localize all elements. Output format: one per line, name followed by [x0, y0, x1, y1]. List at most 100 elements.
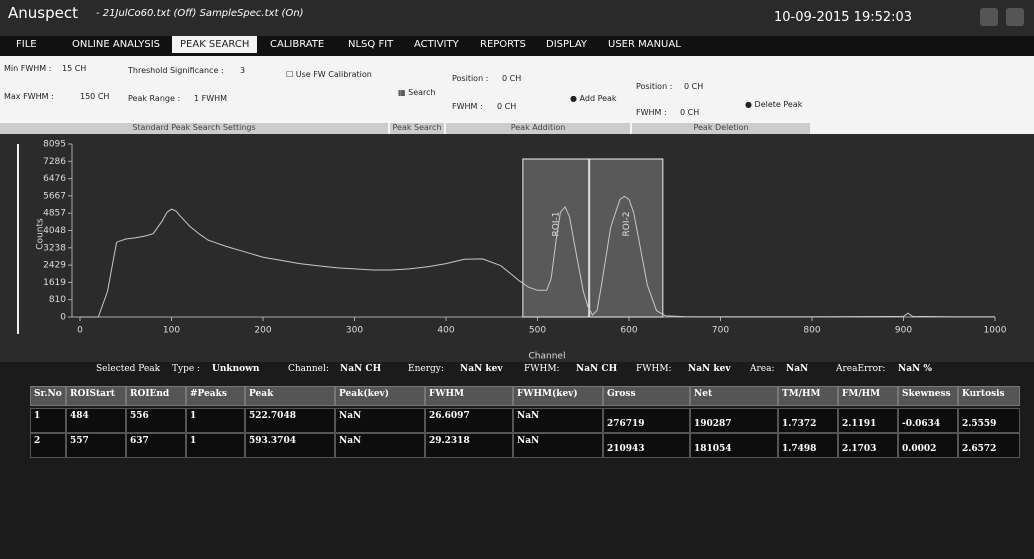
table-cell: 556	[126, 408, 186, 433]
label: Position :	[452, 74, 489, 83]
menu-tab[interactable]: FILE	[16, 39, 37, 50]
menu-tab[interactable]: ONLINE ANALYSIS	[72, 39, 161, 50]
column-header: Skewness	[898, 386, 958, 406]
label: Min FWHM :	[4, 64, 52, 73]
column-header: ROIEnd	[126, 386, 186, 406]
status-label: Selected Peak	[96, 364, 161, 374]
label: Max FWHM :	[4, 92, 54, 101]
roi-label: ROI-2	[622, 212, 632, 237]
x-tick-label: 400	[437, 326, 454, 336]
table-cell: 2.5559	[958, 408, 1020, 433]
column-header: TM/HM	[778, 386, 838, 406]
ribbon: Min FWHM : 15 CH Threshold Significance …	[0, 56, 1034, 134]
menu-tab[interactable]: ACTIVITY	[414, 39, 459, 50]
minimize-button[interactable]	[980, 8, 998, 26]
table-cell: 484	[66, 408, 126, 433]
menu-tab[interactable]: USER MANUAL	[608, 39, 681, 50]
status-value: NaN kev	[688, 364, 731, 374]
y-tick-label: 3238	[43, 243, 66, 253]
menu-tab[interactable]: DISPLAY	[546, 39, 588, 50]
menu-tab[interactable]: CALIBRATE	[270, 39, 325, 50]
x-tick-label: 0	[77, 326, 83, 336]
title-bar: Anuspect - 21JulCo60.txt (Off) SampleSpe…	[0, 0, 1034, 36]
table-cell: 190287	[690, 408, 778, 433]
status-value: Unknown	[212, 364, 260, 374]
y-tick-label: 8095	[43, 140, 66, 150]
roi-region	[589, 158, 664, 318]
checkbox[interactable]: ☐ Use FW Calibration	[286, 70, 372, 79]
table-cell: 593.3704	[245, 433, 335, 458]
button-label: Search	[408, 88, 436, 97]
table-cell: 210943	[603, 433, 690, 458]
add-peak-button[interactable]: ● Add Peak	[570, 94, 617, 103]
status-label: Area:	[750, 364, 775, 374]
table-cell: NaN	[335, 408, 425, 433]
label: Position :	[636, 82, 673, 91]
y-tick-label: 6476	[43, 174, 66, 184]
close-button[interactable]	[1006, 8, 1024, 26]
table-cell: NaN	[513, 408, 603, 433]
value: 1 FWHM	[194, 94, 228, 103]
column-header: ROIStart	[66, 386, 126, 406]
y-tick-label: 4857	[43, 209, 66, 219]
x-tick-label: 1000	[984, 326, 1007, 336]
x-tick-label: 300	[346, 326, 363, 336]
table-cell: 2.1703	[838, 433, 898, 458]
delete-peak-button[interactable]: ● Delete Peak	[745, 100, 803, 109]
value: 0 CH	[684, 82, 704, 91]
table-cell: 2.1191	[838, 408, 898, 433]
status-value: NaN	[786, 364, 809, 374]
table-cell: 522.7048	[245, 408, 335, 433]
checkbox-label: Use FW Calibration	[295, 70, 372, 79]
group-title: Peak Deletion	[632, 123, 810, 134]
value: 3	[240, 66, 246, 75]
y-tick-label: 7286	[43, 157, 66, 167]
menu-bar: FILE ONLINE ANALYSIS PEAK SEARCH CALIBRATE N…	[0, 36, 1034, 56]
label: Threshold Significance :	[128, 66, 224, 75]
column-header: #Peaks	[186, 386, 245, 406]
app-name: Anuspect	[8, 4, 78, 22]
group-title: Standard Peak Search Settings	[0, 123, 388, 134]
status-value: NaN CH	[340, 364, 382, 374]
table-cell: 557	[66, 433, 126, 458]
x-tick-label: 100	[163, 326, 180, 336]
column-header: FWHM	[425, 386, 513, 406]
x-tick-label: 900	[895, 326, 912, 336]
menu-tab[interactable]: NLSQ FIT	[348, 39, 394, 50]
column-header: Peak	[245, 386, 335, 406]
table-cell: 1.7498	[778, 433, 838, 458]
column-header: Sr.No	[30, 386, 66, 406]
spectrum-line	[80, 195, 995, 318]
table-cell: NaN	[513, 433, 603, 458]
value: 0 CH	[497, 102, 517, 111]
table-cell: 1	[186, 408, 245, 433]
value: 0 CH	[502, 74, 522, 83]
y-tick-label: 0	[60, 313, 66, 323]
x-tick-label: 700	[712, 326, 729, 336]
datetime: 10-09-2015 19:52:03	[774, 10, 913, 25]
spectrum-chart: Counts Channel 0 810 1619 2429 3238 4048 4857 5…	[0, 134, 1034, 362]
roi-label: ROI-1	[551, 212, 561, 237]
status-label: Type :	[172, 364, 201, 374]
table-cell: 637	[126, 433, 186, 458]
search-button[interactable]: ▦ Search	[398, 88, 436, 97]
menu-tab[interactable]: PEAK SEARCH	[172, 36, 258, 53]
x-tick-label: 200	[254, 326, 271, 336]
menu-tab[interactable]: REPORTS	[480, 39, 526, 50]
x-axis-label: Channel	[529, 352, 566, 362]
button-label: Add Peak	[579, 94, 617, 103]
status-value: NaN %	[898, 364, 932, 374]
value: 0 CH	[680, 108, 700, 117]
y-tick-label: 1619	[43, 278, 66, 288]
chart-background	[0, 134, 1034, 362]
x-tick-label: 800	[803, 326, 820, 336]
column-header: FM/HM	[838, 386, 898, 406]
column-header: FWHM(kev)	[513, 386, 603, 406]
group-title: Peak Addition	[446, 123, 630, 134]
button-label: Delete Peak	[754, 100, 803, 109]
y-tick-label: 5667	[43, 191, 66, 201]
group-title: Peak Search	[390, 123, 444, 134]
status-label: Energy:	[408, 364, 444, 374]
status-label: FWHM:	[636, 364, 672, 374]
